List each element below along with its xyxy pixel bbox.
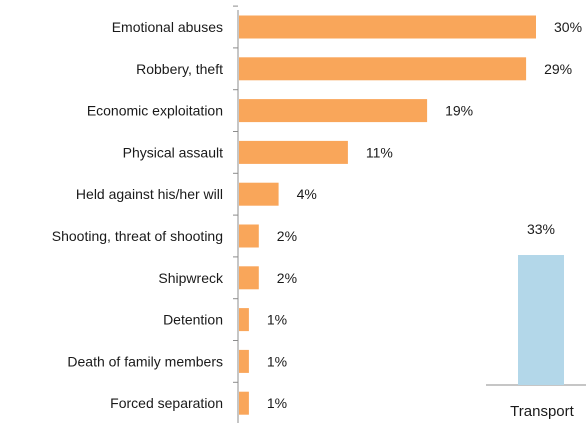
- category-label: Forced separation: [110, 395, 223, 411]
- category-label: Emotional abuses: [112, 19, 223, 35]
- category-label: Detention: [163, 312, 223, 328]
- horizontal-bar-chart: Emotional abuses 30% Robbery, theft 29% Econ…: [52, 5, 582, 424]
- data-label: 30%: [554, 19, 582, 35]
- data-label: 1%: [267, 395, 287, 411]
- bar: [239, 224, 259, 248]
- data-label: 33%: [527, 221, 555, 237]
- data-label: 1%: [267, 353, 287, 369]
- data-label: 2%: [277, 270, 297, 286]
- bar: [239, 308, 249, 332]
- category-label: Robbery, theft: [136, 61, 223, 77]
- bar: [239, 266, 259, 290]
- data-label: 19%: [445, 103, 473, 119]
- category-label: Shooting, threat of shooting: [52, 228, 223, 244]
- bar: [239, 182, 279, 206]
- vertical-bar-chart: 33% Transport: [486, 221, 586, 420]
- category-label: Death of family members: [67, 353, 223, 369]
- data-label: 2%: [277, 228, 297, 244]
- category-label: Economic exploitation: [87, 103, 223, 119]
- bar: [518, 255, 564, 385]
- bar: [239, 349, 249, 373]
- bar: [239, 15, 536, 39]
- data-label: 1%: [267, 312, 287, 328]
- bar: [239, 57, 527, 81]
- bar: [239, 140, 348, 164]
- data-label: 29%: [544, 61, 572, 77]
- data-label: 4%: [297, 186, 317, 202]
- category-label: Held against his/her will: [76, 186, 223, 202]
- category-label: Physical assault: [123, 144, 223, 160]
- data-label: 11%: [366, 144, 393, 160]
- bar: [239, 99, 428, 123]
- bar: [239, 391, 249, 415]
- category-label: Shipwreck: [158, 270, 224, 286]
- category-label: Transport: [510, 403, 574, 420]
